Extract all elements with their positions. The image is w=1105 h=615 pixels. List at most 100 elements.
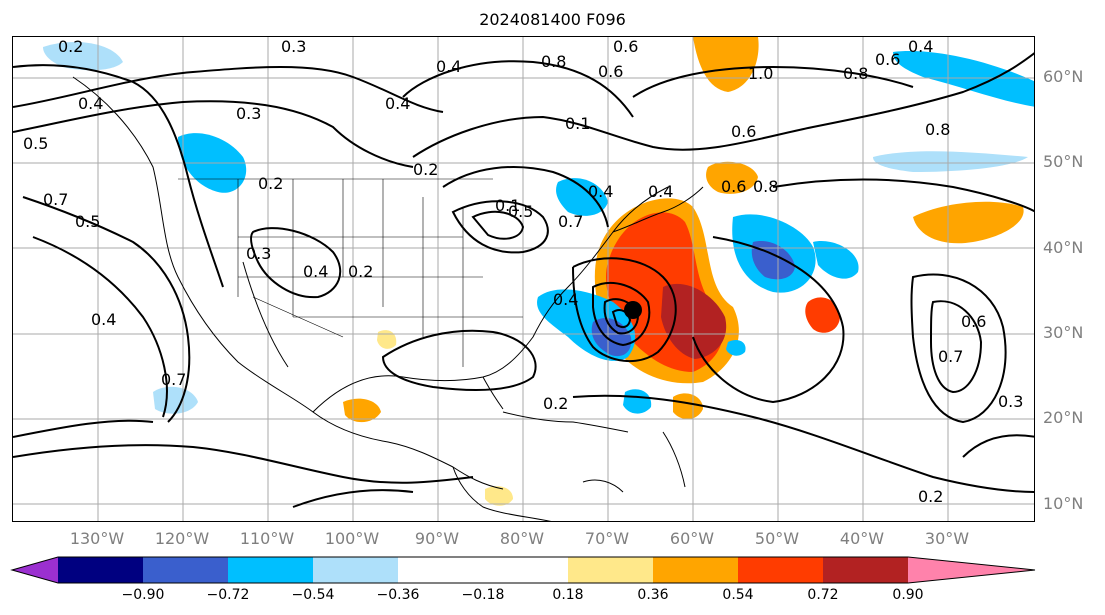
warm-anomaly-gulf-small xyxy=(377,330,397,349)
colorbar-tick-label: −0.36 xyxy=(376,587,420,603)
cool-anomaly-north-canada xyxy=(556,178,608,216)
contour-label: 0.6 xyxy=(961,312,986,331)
lon-label: 60°W xyxy=(669,529,715,548)
contour-label: 1.0 xyxy=(748,64,773,83)
contour-label: 0.4 xyxy=(78,94,103,113)
lon-label: 50°W xyxy=(754,529,800,548)
hurricane-center-marker xyxy=(624,301,642,319)
contour-label: 0.2 xyxy=(58,37,83,56)
contour-label: 0.4 xyxy=(588,182,613,201)
contour-label: 0.2 xyxy=(258,174,283,193)
lon-label: 120°W xyxy=(154,529,210,548)
cool-anomaly-pacific xyxy=(153,386,198,414)
colorbar-tick-label: −0.72 xyxy=(206,587,250,603)
contour-label: 0.2 xyxy=(413,160,438,179)
colorbar-segment xyxy=(738,557,823,583)
lat-label: 20°N xyxy=(1043,408,1084,427)
lon-label: 40°W xyxy=(839,529,885,548)
contour-label: 0.4 xyxy=(553,290,578,309)
warm-anomaly-max xyxy=(661,283,727,359)
colorbar-segment xyxy=(313,557,398,583)
colorbar-segment xyxy=(398,557,568,583)
contour-label: 0.1 xyxy=(495,196,520,215)
colorbar-tick-label: 0.54 xyxy=(722,587,754,603)
lat-label: 10°N xyxy=(1043,494,1084,513)
contour-label: 0.2 xyxy=(543,394,568,413)
contour-label: 0.1 xyxy=(565,114,590,133)
colorbar-segment xyxy=(823,557,908,583)
colorbar-tick-label: 0.18 xyxy=(552,587,584,603)
cool-anomaly-mid-edge xyxy=(813,241,859,279)
colorbar-tick-label: −0.90 xyxy=(121,587,165,603)
contour-label: 0.3 xyxy=(998,392,1023,411)
contour-lines xyxy=(13,52,1034,508)
contour-label: 0.3 xyxy=(236,104,261,123)
cool-anomaly-band xyxy=(873,151,1028,172)
contour-label: 0.7 xyxy=(938,347,963,366)
warm-anomaly-blob xyxy=(805,297,840,333)
lon-label: 100°W xyxy=(324,529,380,548)
warm-anomaly-caribbean xyxy=(673,393,703,420)
contour-labels: 0.2 0.3 0.4 0.6 0.8 1.0 0.8 0.6 0.4 0.3 … xyxy=(23,37,1023,506)
colorbar-tick-label: 0.72 xyxy=(807,587,839,603)
lat-label: 50°N xyxy=(1043,152,1084,171)
lat-label: 40°N xyxy=(1043,238,1084,257)
lon-label: 130°W xyxy=(69,529,125,548)
colorbar-tick-label: −0.54 xyxy=(291,587,335,603)
colorbar-extend-low xyxy=(12,557,58,583)
warm-anomaly-north xyxy=(706,161,758,194)
contour-label: 0.4 xyxy=(648,182,673,201)
contour-label: 0.6 xyxy=(598,62,623,81)
lat-label: 60°N xyxy=(1043,67,1084,86)
colorbar-segment xyxy=(568,557,653,583)
chart-title: 2024081400 F096 xyxy=(479,10,626,29)
cold-anomaly-northeast xyxy=(893,51,1034,107)
colorbar-tick-label: 0.90 xyxy=(892,587,924,603)
contour-label: 0.6 xyxy=(875,50,900,69)
contour-label: 0.8 xyxy=(843,64,868,83)
graticule xyxy=(13,37,1034,521)
contour-label: 0.4 xyxy=(91,310,116,329)
contour-label: 0.6 xyxy=(721,177,746,196)
colorbar-segment xyxy=(143,557,228,583)
contour-label: 0.4 xyxy=(303,262,328,281)
colorbar-segment xyxy=(653,557,738,583)
lon-label: 110°W xyxy=(239,529,295,548)
colorbar-tick-label: 0.36 xyxy=(637,587,669,603)
contour-label: 0.8 xyxy=(753,177,778,196)
contour-label: 0.2 xyxy=(348,262,373,281)
anomaly-shading xyxy=(43,37,1034,506)
colorbar-tick-label: −0.18 xyxy=(461,587,505,603)
contour-label: 0.5 xyxy=(23,134,48,153)
political-boundaries xyxy=(178,178,523,367)
contour-label: 0.8 xyxy=(541,52,566,71)
contour-label: 0.6 xyxy=(613,37,638,56)
lat-label: 30°N xyxy=(1043,323,1084,342)
cool-anomaly-caribbean xyxy=(623,389,652,414)
lon-label: 80°W xyxy=(499,529,545,548)
cool-anomaly-northwest xyxy=(43,42,123,71)
contour-label: 0.5 xyxy=(75,212,100,231)
warm-anomaly-east xyxy=(913,201,1024,244)
colorbar-segment xyxy=(58,557,143,583)
colorbar-outline xyxy=(10,556,1036,584)
contour-label: 0.2 xyxy=(918,487,943,506)
colorbar-extend-high xyxy=(908,557,1035,583)
cool-anomaly-small xyxy=(726,340,746,356)
contour-label: 0.4 xyxy=(908,37,933,56)
contour-label: 0.7 xyxy=(43,190,68,209)
contour-label: 0.3 xyxy=(281,37,306,56)
contour-label: 0.4 xyxy=(385,94,410,113)
map-canvas: 0.2 0.3 0.4 0.6 0.8 1.0 0.8 0.6 0.4 0.3 … xyxy=(13,37,1034,521)
lon-label: 90°W xyxy=(414,529,460,548)
colorbar-segment xyxy=(228,557,313,583)
warm-anomaly-mexico xyxy=(485,486,513,506)
contour-label: 0.7 xyxy=(161,370,186,389)
map-panel: 0.2 0.3 0.4 0.6 0.8 1.0 0.8 0.6 0.4 0.3 … xyxy=(12,36,1035,522)
contour-label: 0.7 xyxy=(558,212,583,231)
contour-label: 0.8 xyxy=(925,120,950,139)
lon-label: 70°W xyxy=(584,529,630,548)
contour-label: 0.4 xyxy=(436,57,461,76)
contour-label: 0.5 xyxy=(508,202,533,221)
contour-label: 0.3 xyxy=(246,244,271,263)
